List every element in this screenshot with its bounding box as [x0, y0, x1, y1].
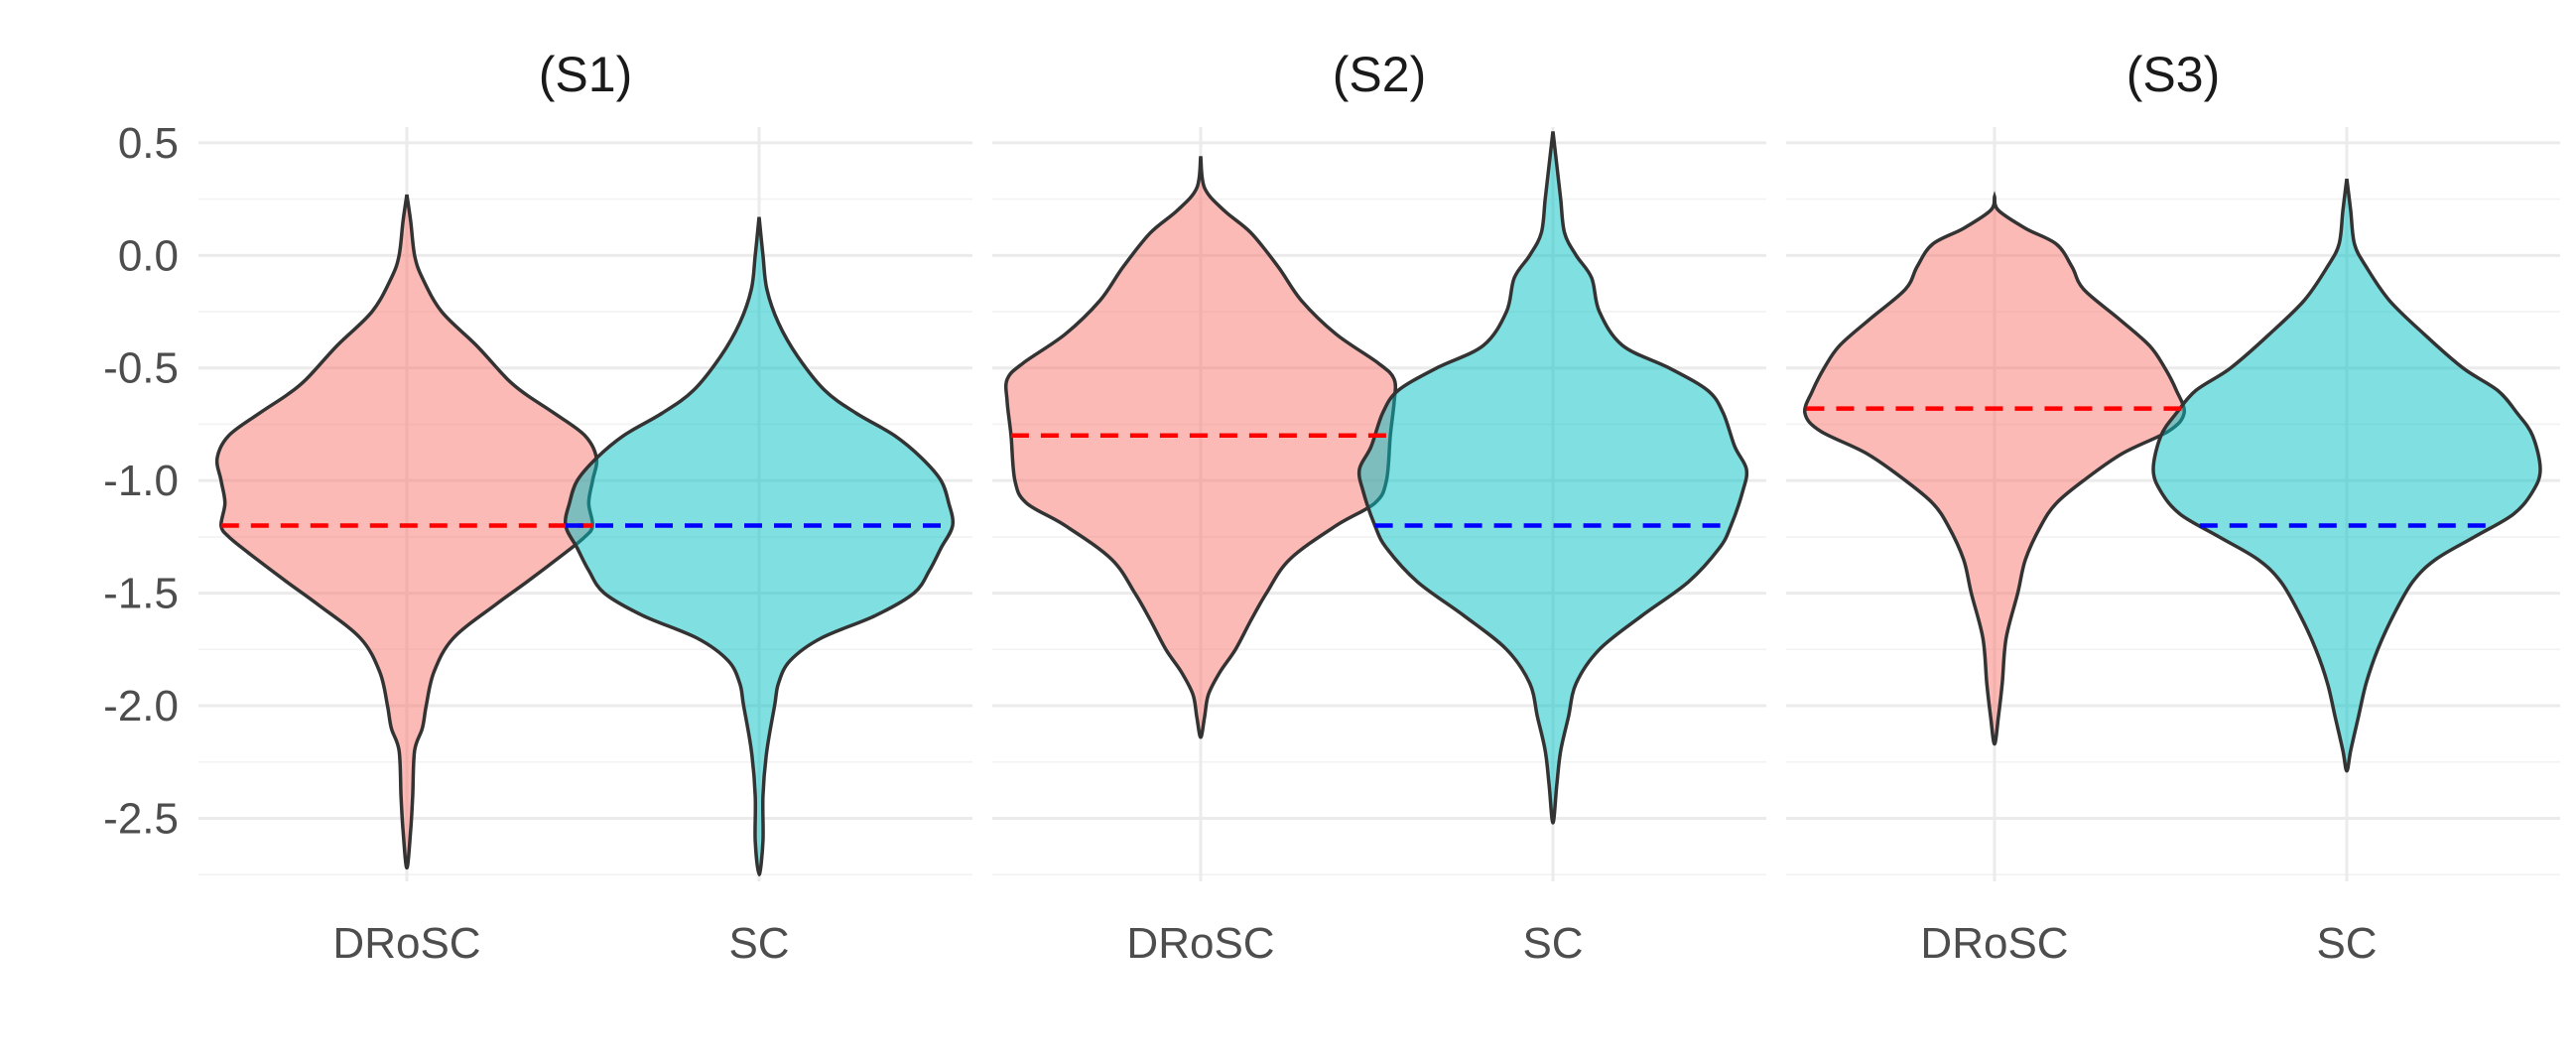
violin-drosc	[1802, 191, 2187, 746]
x-tick-label: DRoSC	[1920, 919, 2068, 968]
violin-drosc	[214, 194, 599, 870]
violin-layer	[214, 131, 2542, 876]
labels: 0.5 0.0 -0.5 -1.0 -1.5 -2.0 -2.5 (S1) DRoSC SC (S2…	[103, 47, 2377, 968]
x-tick-label: DRoSC	[1126, 919, 1274, 968]
violin-sc	[2151, 178, 2542, 773]
y-tick-label: -1.0	[103, 457, 179, 505]
y-tick-label: -2.5	[103, 794, 179, 843]
violin-sc	[1356, 131, 1749, 825]
x-tick-label: SC	[2316, 919, 2377, 968]
reference-lines	[220, 406, 2495, 528]
y-tick-label: 0.0	[118, 231, 179, 280]
y-tick-label: -2.0	[103, 682, 179, 731]
y-tick-label: 0.5	[118, 119, 179, 168]
panel-title: (S2)	[1333, 47, 1426, 102]
panel-title: (S1)	[539, 47, 632, 102]
violin-drosc	[1003, 156, 1398, 739]
panel-title: (S3)	[2126, 47, 2220, 102]
x-tick-label: SC	[1522, 919, 1583, 968]
y-tick-label: -1.5	[103, 570, 179, 618]
x-tick-label: SC	[728, 919, 789, 968]
y-tick-label: -0.5	[103, 344, 179, 393]
violin-sc	[563, 216, 956, 876]
x-tick-label: DRoSC	[332, 919, 480, 968]
